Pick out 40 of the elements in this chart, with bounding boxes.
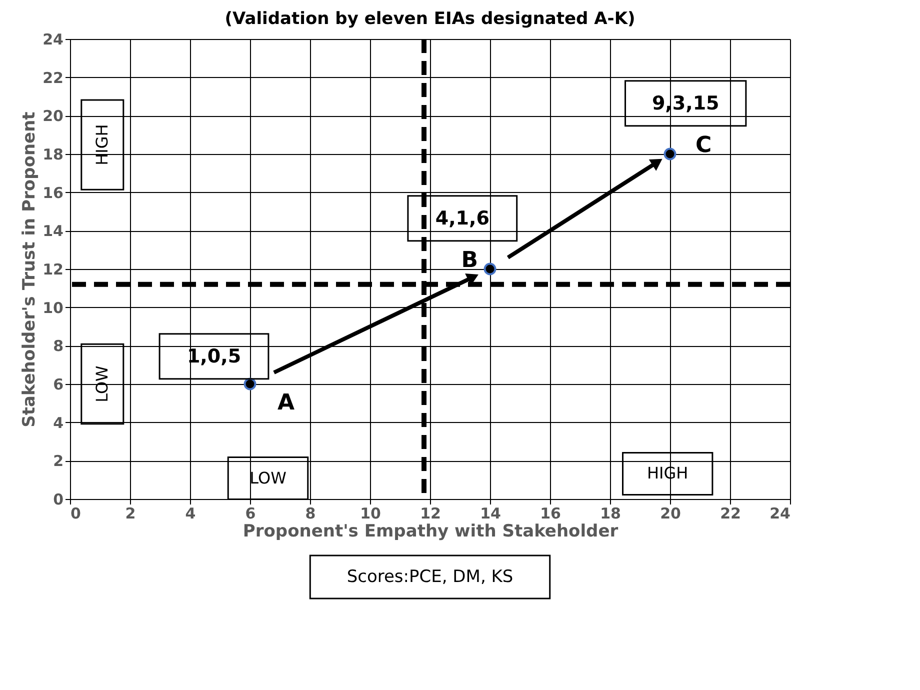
y-tick-label: 20 [42, 107, 64, 126]
annotation: C [696, 132, 712, 158]
x-axis-title: Proponent's Empathy with Stakeholder [242, 522, 619, 542]
point [664, 148, 676, 160]
y-tick-label: 10 [42, 298, 64, 317]
x-tick-label: 8 [305, 504, 316, 522]
x-tick-label: 12 [420, 504, 441, 522]
x-tick-label: 0 [70, 504, 81, 522]
y-tick-label: 8 [53, 337, 64, 356]
x-tick-label: 14 [480, 504, 501, 522]
x-tick-label: 24 [770, 504, 790, 522]
x-tick-label: 10 [360, 504, 381, 522]
annotation: HIGH [92, 124, 112, 166]
x-tick-label: 20 [660, 504, 681, 522]
y-tick-label: 2 [53, 452, 64, 470]
annotation: LOW [92, 365, 112, 402]
x-tick-label: 6 [245, 504, 256, 522]
y-tick-label: 24 [42, 30, 64, 48]
y-axis-title: Stakeholder's Trust in Proponent [20, 112, 40, 428]
chart-title: (Validation by eleven EIAs designated A-K) [224, 9, 636, 29]
y-tick-label: 4 [53, 414, 64, 432]
x-tick-label: 22 [720, 504, 741, 522]
y-tick-label: 6 [53, 376, 64, 394]
point [244, 378, 256, 390]
x-tick-label: 2 [125, 504, 136, 522]
point [484, 262, 496, 276]
text: Scores:PCE, DM, KS [346, 567, 514, 587]
annotation: LOW [250, 468, 287, 488]
annotation: 4,1,6 [435, 207, 490, 230]
y-tick-label: 22 [42, 68, 64, 87]
y-tick-label: 14 [42, 222, 64, 240]
annotation: A [277, 390, 295, 416]
y-tick-label: 12 [42, 260, 64, 278]
y-tick-label: 18 [42, 146, 64, 164]
annotation: B [461, 248, 478, 273]
x-tick-label: 18 [600, 504, 621, 522]
y-tick-label: 16 [42, 184, 64, 202]
y-tick-label: 0 [53, 490, 64, 508]
x-tick-label: 16 [540, 504, 561, 522]
x-tick-label: 4 [185, 504, 196, 522]
